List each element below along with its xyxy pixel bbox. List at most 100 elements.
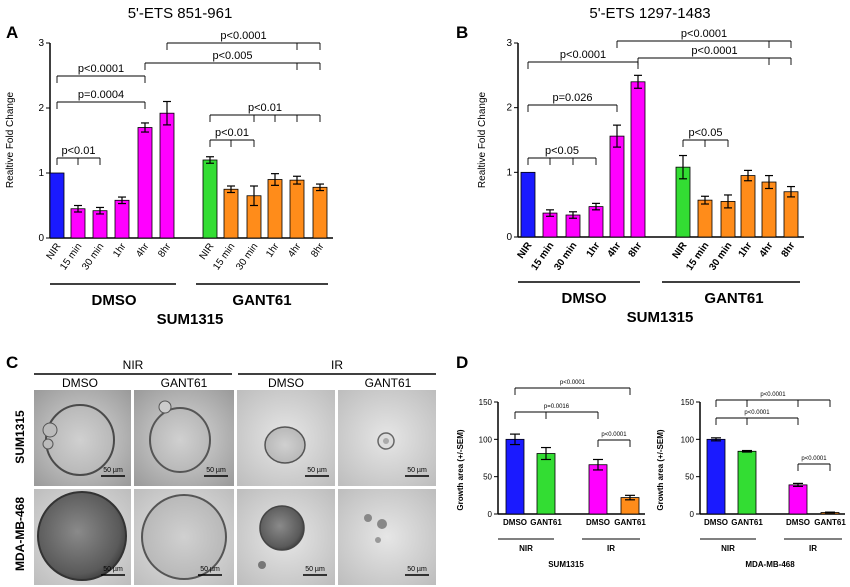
panel-c-row-1: SUM1315 [13, 410, 27, 464]
significance-label: p<0.01 [215, 127, 249, 139]
bar [223, 188, 239, 239]
chart-d2-group-nir: NIR [721, 544, 735, 553]
chart-d1-group-nir: NIR [519, 544, 533, 553]
scale-bar-label: 50 µm [305, 566, 325, 573]
bar [92, 210, 108, 239]
significance-label: p<0.0001 [760, 392, 786, 398]
bar [706, 438, 726, 515]
bar [697, 199, 713, 238]
category-label: 1hr [737, 240, 755, 259]
chart-b-group-dmso: DMSO [562, 290, 607, 307]
y-tick-label: 0 [690, 510, 695, 519]
bar [114, 199, 130, 239]
category-label: 1hr [264, 241, 282, 260]
category-label: GANT61 [614, 518, 646, 527]
category-label: 8hr [309, 241, 327, 260]
micrograph-sum1315-nir-gant61 [134, 390, 234, 486]
bar [520, 171, 536, 238]
chart-d2-ylabel: Growth area (+/-SEM) [656, 429, 665, 510]
chart-d1-cell-line: SUM1315 [548, 560, 584, 569]
bar [505, 438, 525, 515]
category-label: 15 min [684, 240, 711, 272]
micrograph-mda-ir-gant61 [338, 489, 436, 585]
y-tick-label: 1 [38, 168, 44, 179]
chart-a-cell-line: SUM1315 [157, 311, 224, 328]
bar [788, 484, 808, 515]
category-label: 30 min [552, 240, 579, 272]
significance-label: p<0.0001 [801, 456, 827, 462]
bar [159, 112, 175, 239]
significance-label: p<0.0001 [560, 49, 606, 61]
bar [137, 127, 153, 239]
bar [289, 179, 305, 239]
category-label: GANT61 [731, 518, 763, 527]
micrograph-sum1315-ir-dmso [237, 390, 335, 486]
bar [761, 181, 777, 238]
chart-a-group-gant61: GANT61 [232, 292, 291, 309]
chart-a-group-dmso: DMSO [92, 292, 137, 309]
category-label: 15 min [58, 241, 84, 272]
scale-bar-label: 50 µm [103, 467, 123, 474]
significance-label: p<0.0001 [681, 28, 727, 40]
chart-d2-group-ir: IR [809, 544, 817, 553]
y-tick-label: 3 [38, 38, 44, 49]
significance-label: p<0.005 [212, 50, 252, 62]
y-tick-label: 150 [479, 398, 493, 407]
micrograph-mda-ir-dmso [237, 489, 335, 585]
bar [737, 450, 757, 515]
bar [49, 172, 65, 239]
scale-bar-label: 50 µm [407, 566, 427, 573]
significance-label: p<0.05 [545, 145, 579, 157]
category-label: 30 min [234, 241, 260, 272]
y-tick-label: 150 [681, 398, 695, 407]
panel-c-group-ir: IR [331, 358, 343, 372]
scale-bar-label: 50 µm [103, 566, 123, 573]
significance-label: p<0.0001 [691, 45, 737, 57]
category-label: DMSO [586, 518, 610, 527]
y-tick-label: 0 [38, 233, 44, 244]
y-tick-label: 2 [506, 103, 512, 114]
y-tick-label: 50 [483, 473, 492, 482]
micrograph-mda-nir-gant61 [134, 489, 234, 585]
y-tick-label: 0 [488, 510, 493, 519]
panel-c-group-nir: NIR [123, 358, 144, 372]
significance-label: p<0.0001 [744, 410, 770, 416]
category-label: 1hr [585, 240, 603, 259]
y-tick-label: 3 [506, 38, 512, 49]
scale-bar-label: 50 µm [407, 467, 427, 474]
category-label: GANT61 [530, 518, 562, 527]
category-label: GANT61 [814, 518, 846, 527]
y-tick-label: 2 [38, 103, 44, 114]
panel-c-col-4: GANT61 [365, 376, 412, 390]
bar [783, 191, 799, 238]
micrograph-sum1315-ir-gant61 [338, 390, 436, 486]
category-label: DMSO [786, 518, 810, 527]
y-tick-label: 100 [479, 435, 493, 444]
category-label: 4hr [134, 241, 152, 260]
significance-label: p<0.0001 [78, 63, 124, 75]
category-label: 8hr [156, 241, 174, 260]
chart-a-title: 5'-ETS 851-961 [128, 5, 233, 22]
y-tick-label: 0 [506, 232, 512, 243]
y-tick-label: 50 [685, 473, 694, 482]
category-label: 30 min [707, 240, 734, 272]
chart-d1-ylabel: Growth area (+/-SEM) [456, 429, 465, 510]
scale-bars: 50 µm 50 µm 50 µm 50 µm 50 µm 50 µm 50 µ… [101, 467, 429, 576]
significance-label: p<0.01 [62, 145, 96, 157]
y-tick-label: 1 [506, 167, 512, 178]
panel-letter-b: B [456, 23, 468, 42]
significance-label: p<0.05 [689, 127, 723, 139]
significance-label: p=0.0016 [544, 404, 570, 410]
category-label: 4hr [286, 241, 304, 260]
bar [312, 186, 328, 239]
category-label: NIR [516, 240, 535, 261]
significance-label: p<0.0001 [560, 380, 586, 386]
bar [70, 208, 86, 239]
panel-c-col-2: GANT61 [161, 376, 208, 390]
significance-label: p=0.0004 [78, 89, 124, 101]
category-label: DMSO [503, 518, 527, 527]
category-label: 1hr [111, 241, 129, 260]
category-label: NIR [45, 241, 64, 261]
category-label: 4hr [606, 240, 624, 259]
panel-c-col-3: DMSO [268, 376, 304, 390]
